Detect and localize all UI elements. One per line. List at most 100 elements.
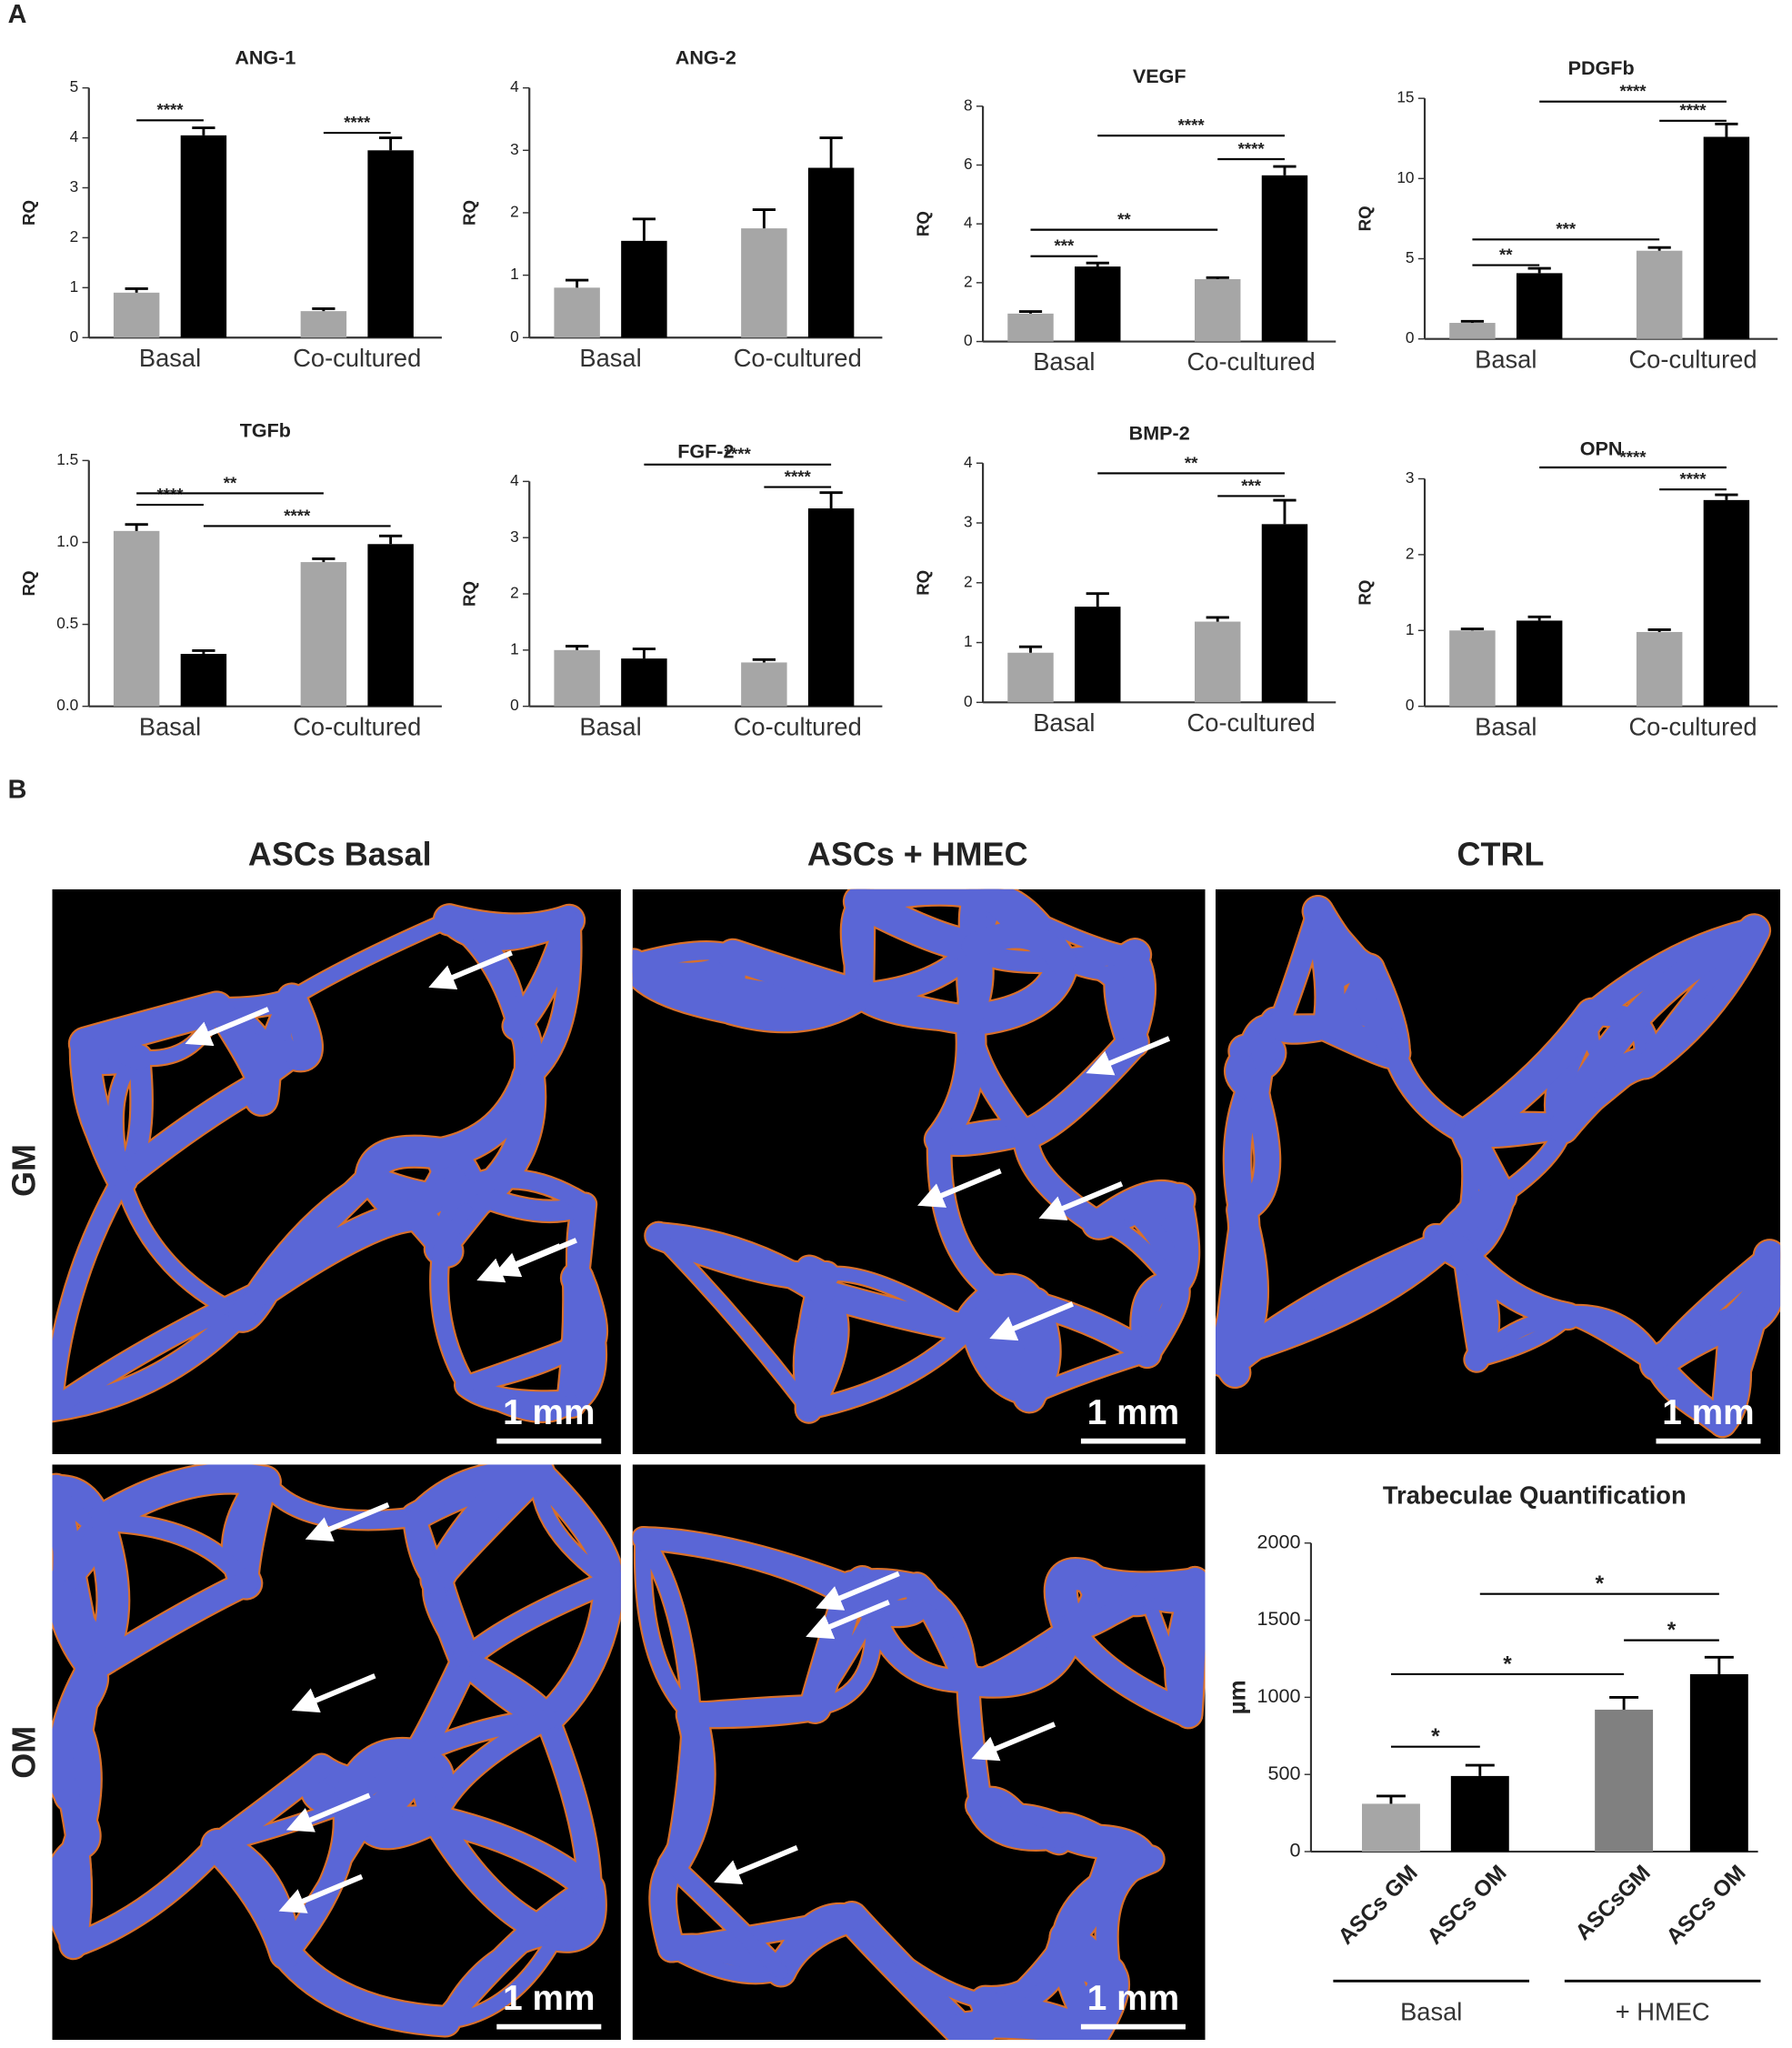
trabecula: [422, 1805, 603, 1902]
trabecula: [635, 1530, 700, 1723]
x-tick-label: Co-cultured: [1187, 708, 1316, 737]
y-tick-label: 1000: [1257, 1684, 1301, 1707]
trabecula: [1452, 999, 1607, 1149]
column-header: ASCs Basal: [248, 835, 432, 872]
y-tick-label: 3: [964, 513, 973, 531]
bar: [1195, 621, 1241, 703]
arrow: [291, 1673, 376, 1713]
chart-title: PDGFb: [1568, 56, 1635, 79]
arrow: [1086, 1036, 1171, 1076]
x-tick-label: ASCs GM: [1334, 1861, 1423, 1950]
significance-label: ****: [785, 467, 812, 486]
trabecula: [1447, 1235, 1581, 1329]
bar: [180, 135, 227, 338]
bar: [621, 658, 667, 707]
trabecula: [255, 1472, 424, 1530]
trabecula: [285, 912, 456, 1006]
bar: [1075, 607, 1121, 703]
bar: [1636, 631, 1683, 707]
trabecula: [115, 1171, 247, 1321]
y-axis-label: RQ: [913, 570, 932, 596]
trabecula: [275, 1794, 357, 1964]
arrow: [476, 1243, 561, 1283]
bar: [1007, 313, 1054, 342]
x-tick-label: Co-cultured: [293, 712, 421, 740]
arrow: [285, 1792, 371, 1832]
trabecula: [651, 1229, 816, 1417]
y-axis-label: RQ: [913, 211, 932, 236]
significance-label: ****: [1178, 115, 1206, 135]
arrow: [989, 1301, 1074, 1341]
x-tick-label: Basal: [1033, 708, 1095, 737]
bar: [367, 150, 414, 338]
significance-label: *: [1667, 1618, 1677, 1642]
y-tick-label: 8: [964, 95, 973, 114]
y-tick-label: 10: [1397, 168, 1414, 186]
y-tick-label: 0.5: [56, 614, 78, 632]
bar: [554, 649, 600, 707]
trabecula: [203, 995, 275, 1098]
trabecula: [1175, 1568, 1206, 1728]
trabecula: [360, 1166, 478, 1206]
bar: [1450, 1775, 1509, 1852]
scale-bar-label: 1 mm: [503, 1393, 595, 1432]
significance-label: ****: [344, 113, 371, 132]
significance-label: **: [1499, 245, 1513, 264]
x-tick-label: Co-cultured: [1628, 345, 1757, 373]
significance-label: ****: [1238, 139, 1266, 158]
trabecula: [1557, 1305, 1667, 1374]
y-tick-label: 1: [964, 632, 973, 650]
y-tick-label: 0: [510, 696, 519, 714]
trabecula: [459, 1337, 585, 1393]
y-axis-label: RQ: [459, 581, 478, 607]
y-tick-label: 0: [70, 327, 79, 346]
trabecula: [1216, 1230, 1457, 1369]
scale-bar-label: 1 mm: [1087, 1393, 1179, 1432]
significance-label: ****: [1679, 469, 1707, 488]
trabecula: [536, 1707, 601, 1900]
y-tick-label: 5: [1406, 248, 1415, 266]
bar: [1595, 1709, 1654, 1852]
x-tick-label: Basal: [1475, 712, 1537, 740]
significance-label: ***: [1241, 476, 1262, 495]
x-tick-label: Co-cultured: [293, 344, 421, 372]
arrow: [1038, 1181, 1124, 1221]
trabecula: [434, 905, 585, 944]
scale-bar-label: 1 mm: [1662, 1393, 1754, 1432]
x-tick-label: Basal: [1033, 347, 1095, 376]
y-tick-label: 0: [1406, 696, 1415, 714]
y-tick-label: 4: [510, 471, 519, 489]
bar: [807, 508, 855, 707]
trabeculae: [52, 903, 609, 1423]
y-tick-label: 3: [510, 527, 519, 546]
significance-label: ****: [1620, 82, 1647, 101]
chart-title: ANG-2: [676, 46, 736, 69]
bar: [1636, 250, 1683, 339]
trabeculae: [52, 1464, 621, 2038]
y-tick-label: 1500: [1257, 1607, 1301, 1630]
y-tick-label: 0: [1289, 1839, 1300, 1862]
trabecula: [458, 1377, 579, 1421]
y-tick-label: 2: [70, 227, 79, 246]
x-tick-label: Co-cultured: [734, 344, 862, 372]
bar: [1703, 499, 1750, 707]
bar: [1007, 652, 1054, 703]
trabecula: [927, 1128, 1008, 1303]
trabecula: [271, 1938, 460, 2036]
trabecula: [422, 1806, 569, 1949]
x-tick-label: Co-cultured: [734, 712, 862, 740]
y-tick-label: 1.0: [56, 532, 78, 550]
y-tick-label: 2: [964, 572, 973, 590]
bar: [300, 562, 347, 707]
y-tick-label: 1.5: [56, 450, 78, 468]
y-tick-label: 1: [510, 639, 519, 658]
y-axis-label: RQ: [1355, 206, 1374, 231]
x-tick-label: Basal: [579, 344, 641, 372]
y-tick-label: 0: [1406, 328, 1415, 346]
significance-label: **: [1185, 453, 1198, 472]
trabecula: [1717, 1241, 1781, 1338]
bar: [807, 167, 855, 338]
arrow: [806, 1600, 890, 1640]
x-tick-label: ASCs OM: [1423, 1861, 1512, 1950]
trabecula: [455, 1571, 621, 1671]
